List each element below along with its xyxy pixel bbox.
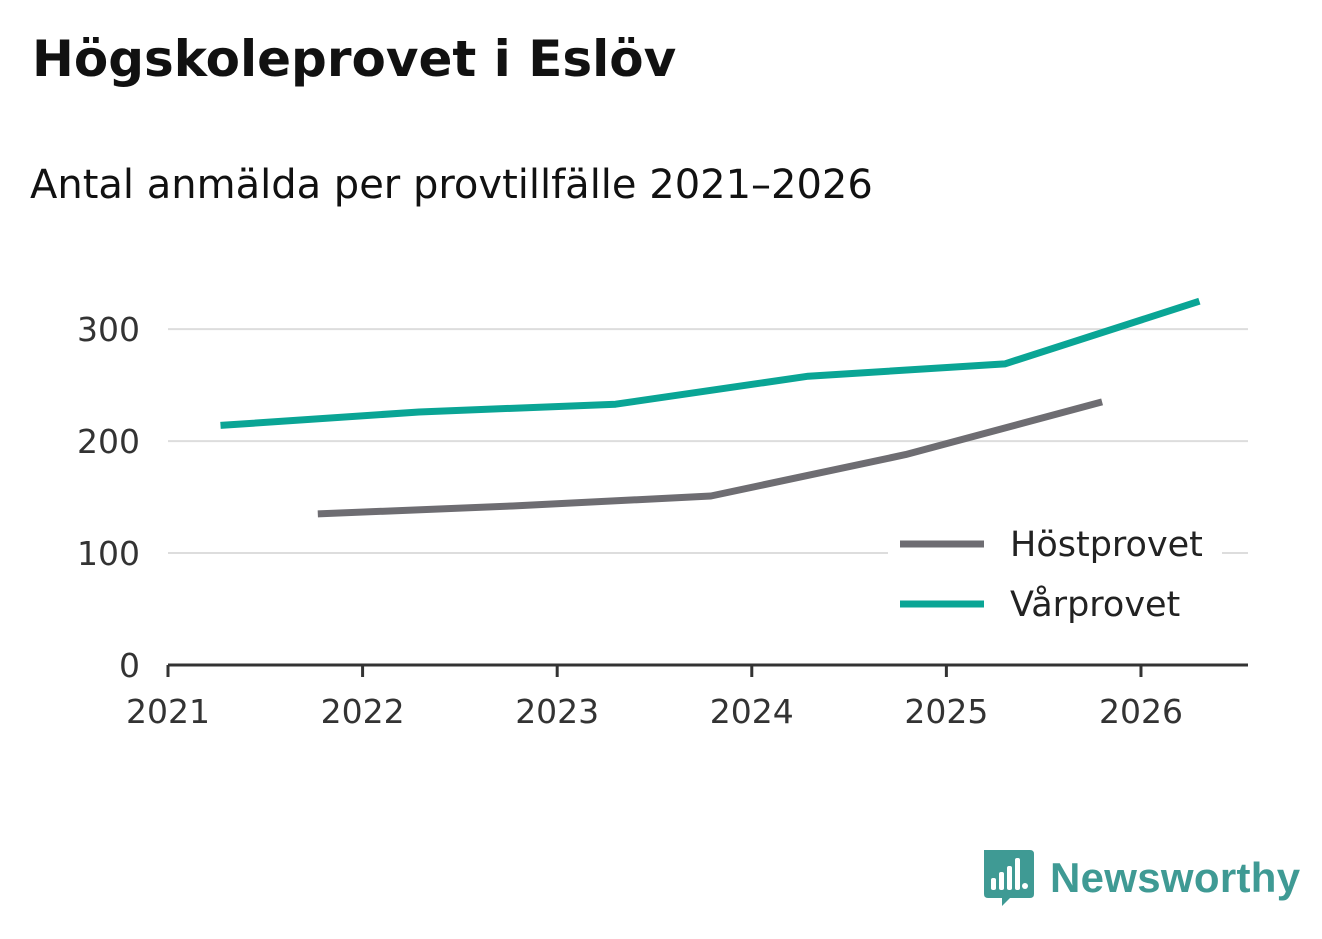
legend-label: Vårprovet xyxy=(1010,584,1180,625)
x-tick-label: 2024 xyxy=(710,692,794,731)
x-tick-label: 2025 xyxy=(904,692,988,731)
x-tick-label: 2022 xyxy=(321,692,405,731)
legend-label: Höstprovet xyxy=(1010,525,1203,565)
newsworthy-logo-icon xyxy=(984,850,1034,906)
y-tick-label: 300 xyxy=(77,310,140,349)
y-tick-label: 100 xyxy=(77,534,140,573)
chart-title: Högskoleprovet i Eslöv xyxy=(32,30,677,88)
y-tick-label: 200 xyxy=(77,422,140,461)
x-tick-label: 2023 xyxy=(515,692,599,731)
x-tick-label: 2026 xyxy=(1099,692,1183,731)
series-line-1 xyxy=(220,297,1201,429)
series-lines xyxy=(220,297,1201,518)
x-tick-label: 2021 xyxy=(126,692,210,731)
legend: Höstprovet Vårprovet xyxy=(888,516,1222,636)
x-axis xyxy=(166,663,1248,677)
series-line-0 xyxy=(317,398,1104,518)
y-tick-label: 0 xyxy=(119,646,140,685)
y-axis-labels: 0 100 200 300 xyxy=(77,310,140,685)
brand-logo: Newsworthy xyxy=(980,848,1300,908)
chart-subtitle: Antal anmälda per provtillfälle 2021–202… xyxy=(30,162,873,208)
x-axis-labels: 2021 2022 2023 2024 2025 2026 xyxy=(126,692,1183,731)
legend-background xyxy=(888,516,1222,636)
brand-name: Newsworthy xyxy=(1050,854,1301,901)
